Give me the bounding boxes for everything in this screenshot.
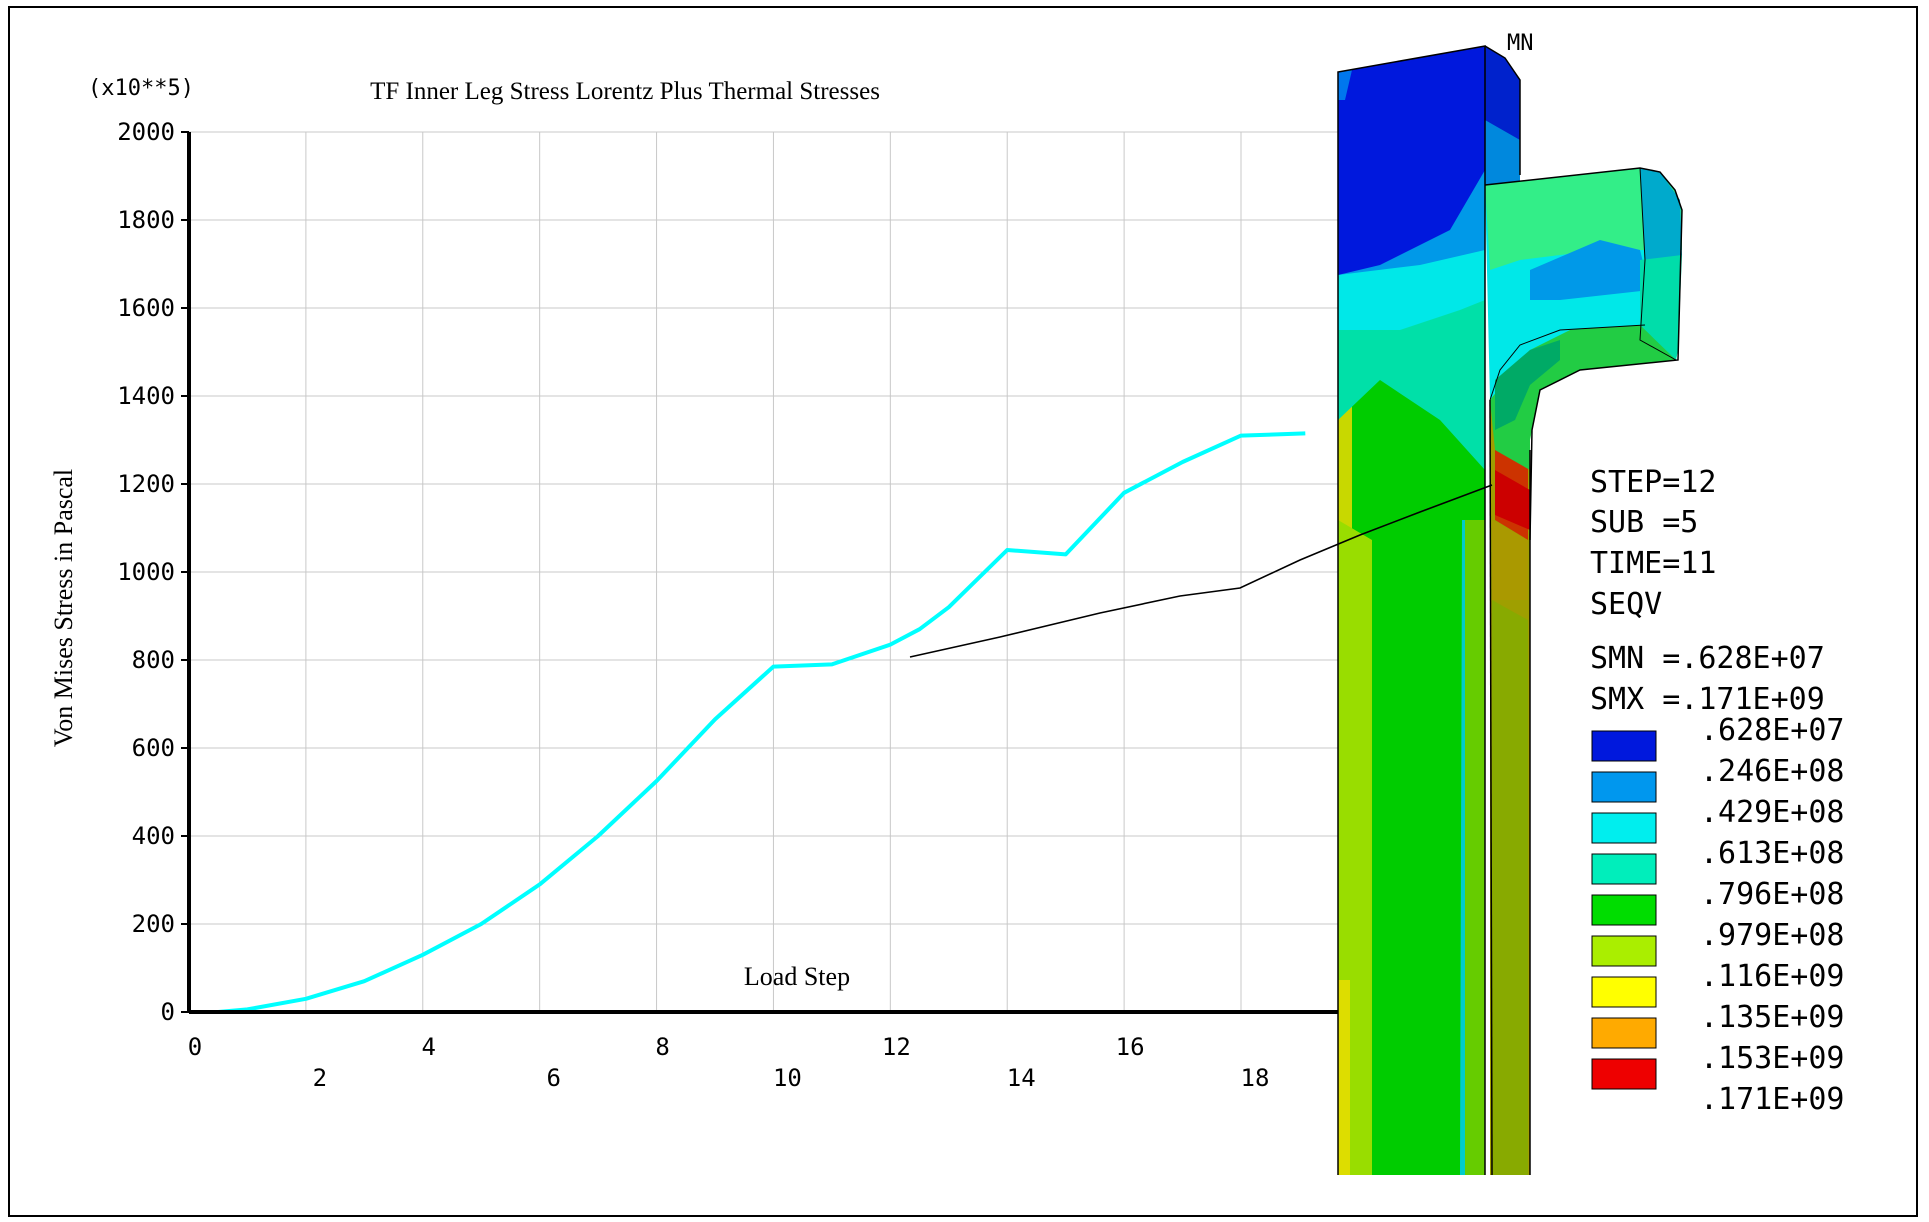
y-tick-label: 2000 — [117, 118, 175, 146]
y-tick-label: 1800 — [117, 206, 175, 234]
y-tick-label: 800 — [132, 646, 175, 674]
y-tick-label: 200 — [132, 910, 175, 938]
legend-swatch — [1591, 935, 1657, 967]
x-tick-label: 6 — [546, 1064, 560, 1092]
x-tick-label: 0 — [188, 1033, 202, 1061]
y-tick-label: 1400 — [117, 382, 175, 410]
fem-contour-model — [1337, 45, 1683, 1176]
annotation-leader-line — [909, 484, 1493, 658]
min-node-label: MN — [1507, 31, 1534, 56]
y-tick-label: 400 — [132, 822, 175, 850]
legend-swatch — [1591, 1017, 1657, 1049]
y-multiplier: (x10**5) — [88, 76, 194, 101]
legend-time: TIME=11 — [1590, 546, 1716, 581]
y-tick-label: 0 — [161, 998, 175, 1026]
contour-legend: .628E+07 .246E+08 .429E+08 .613E+08 .796E+08… — [1591, 713, 1845, 1117]
grid-lines — [189, 131, 1338, 1013]
legend-level-label: .979E+08 — [1700, 918, 1845, 953]
legend-level-label: .613E+08 — [1700, 836, 1845, 871]
legend-swatch — [1591, 812, 1657, 844]
legend-level-label: .628E+07 — [1700, 713, 1845, 748]
y-tick-labels: 0 200 400 600 800 1000 1200 1400 1600 1800 2000 — [117, 118, 189, 1026]
legend-swatch — [1591, 730, 1657, 762]
chart-title: TF Inner Leg Stress Lorentz Plus Thermal… — [370, 78, 880, 105]
legend-swatch — [1591, 853, 1657, 885]
legend-smn: SMN =.628E+07 — [1590, 641, 1825, 676]
y-tick-label: 600 — [132, 734, 175, 762]
legend-step: STEP=12 — [1590, 465, 1716, 500]
x-tick-label: 4 — [422, 1033, 436, 1061]
legend-smx: SMX =.171E+09 — [1590, 682, 1825, 717]
series-group — [188, 431, 1306, 1014]
x-tick-label: 2 — [313, 1064, 327, 1092]
x-tick-label: 10 — [773, 1064, 802, 1092]
legend-swatch — [1591, 976, 1657, 1008]
x-tick-label: 8 — [655, 1033, 669, 1061]
legend-quantity: SEQV — [1590, 587, 1662, 622]
series-line-0 — [189, 431, 1306, 1014]
legend-swatch — [1591, 894, 1657, 926]
legend-level-label: .135E+09 — [1700, 1000, 1845, 1035]
x-axis-label: Load Step — [744, 962, 850, 991]
y-axis-label: Von Mises Stress in Pascal — [49, 469, 78, 747]
legend-level-label: .171E+09 — [1700, 1082, 1845, 1117]
x-tick-label: 16 — [1116, 1033, 1145, 1061]
x-tick-label: 18 — [1241, 1064, 1270, 1092]
legend-level-label: .116E+09 — [1700, 959, 1845, 994]
y-tick-label: 1600 — [117, 294, 175, 322]
legend-swatch — [1591, 1058, 1657, 1090]
legend-sub: SUB =5 — [1590, 505, 1698, 540]
legend-level-label: .246E+08 — [1700, 754, 1845, 789]
x-tick-labels: 0 4 8 12 16 2 6 10 14 18 — [188, 1033, 1270, 1092]
y-tick-label: 1000 — [117, 558, 175, 586]
x-tick-label: 12 — [882, 1033, 911, 1061]
x-tick-label: 14 — [1007, 1064, 1036, 1092]
y-tick-label: 1200 — [117, 470, 175, 498]
legend-level-label: .429E+08 — [1700, 795, 1845, 830]
legend-level-label: .153E+09 — [1700, 1041, 1845, 1076]
legend-swatch — [1591, 771, 1657, 803]
legend-level-label: .796E+08 — [1700, 877, 1845, 912]
